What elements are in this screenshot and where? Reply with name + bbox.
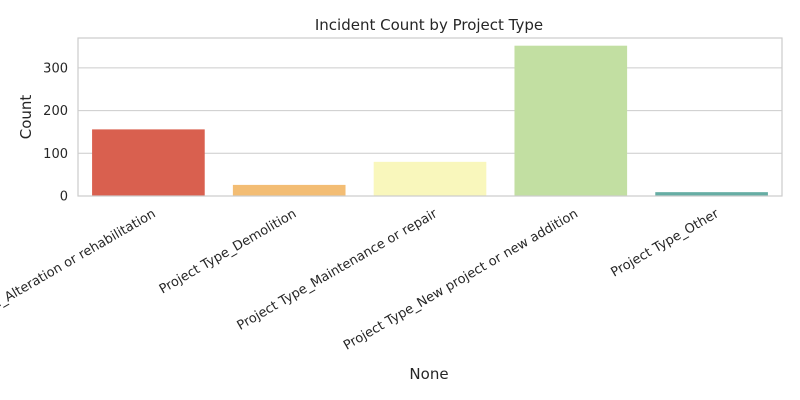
- plot-frame: [77, 37, 783, 197]
- bar: [232, 184, 346, 196]
- x-axis-label: None: [409, 365, 448, 383]
- y-tick-label: 100: [43, 147, 68, 162]
- y-tick-label: 200: [43, 104, 68, 119]
- chart-title: Incident Count by Project Type: [315, 16, 543, 34]
- bar: [514, 45, 628, 196]
- y-axis-label: Count: [17, 95, 35, 140]
- y-tick-labels: 0 100 200 300: [43, 61, 68, 204]
- bar: [655, 192, 768, 196]
- y-tick-label: 300: [43, 61, 68, 76]
- y-tick-label: 0: [60, 190, 68, 205]
- bar: [373, 161, 487, 196]
- bar: [92, 129, 205, 196]
- bars: [92, 45, 768, 196]
